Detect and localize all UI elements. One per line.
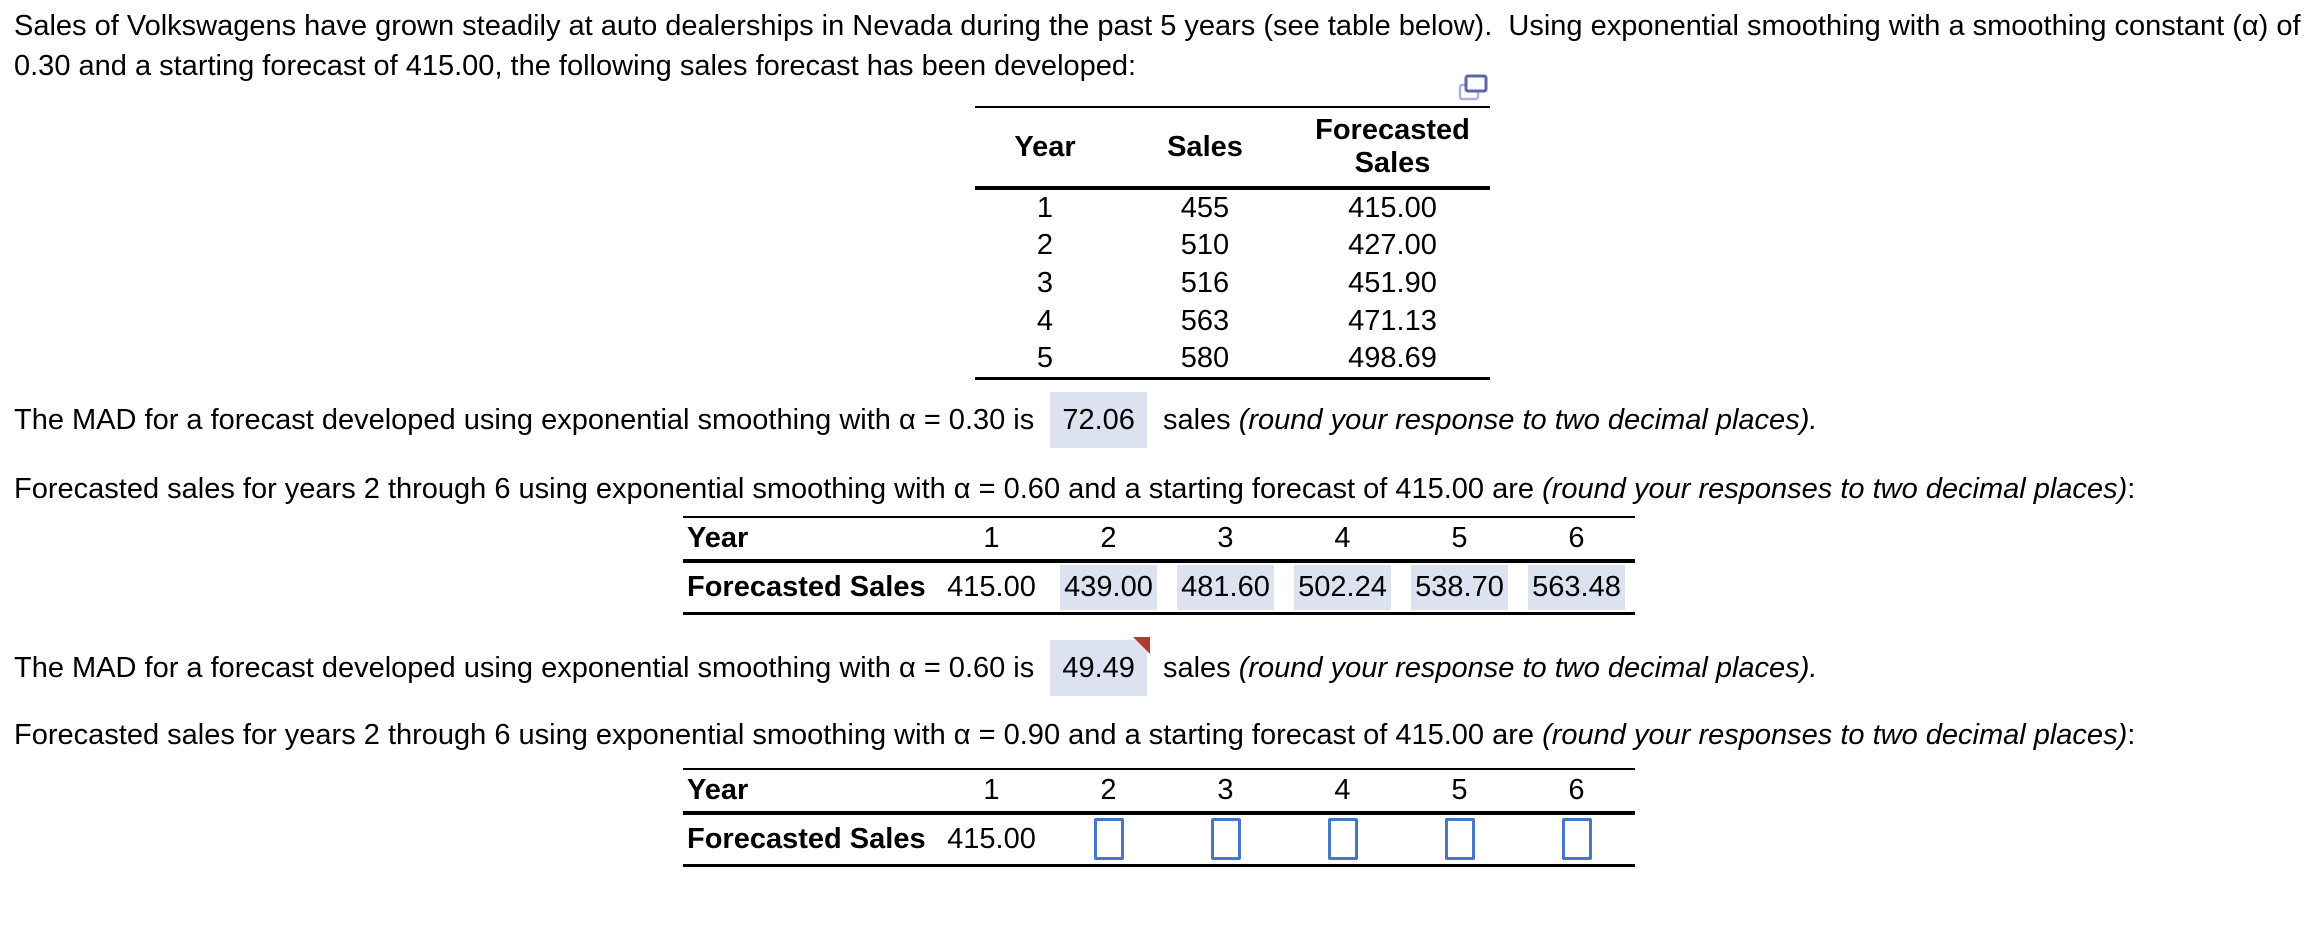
forecast-row-label: Forecasted Sales [687, 822, 926, 855]
year-cell: 2 [1050, 517, 1167, 563]
mad-060-text: The MAD for a forecast developed using e… [14, 652, 1035, 684]
answer-box[interactable]: 538.70 [1411, 564, 1508, 610]
mad-030-sentence: The MAD for a forecast developed using e… [14, 392, 2314, 448]
mad-060-sentence: The MAD for a forecast developed using e… [14, 637, 2314, 696]
year-cell: 5 [1401, 517, 1518, 563]
alpha-090-lead: Forecasted sales for years 2 through 6 u… [14, 712, 2314, 758]
alpha-090-table: Year 1 2 3 4 5 6 Forecasted Sales 415.00 [683, 768, 1635, 867]
alpha-060-table: Year 1 2 3 4 5 6 Forecasted Sales 415.00… [683, 516, 1635, 615]
alpha-060-lead-text: Forecasted sales for years 2 through 6 u… [14, 473, 1535, 505]
year-cell: 1 [1036, 191, 1054, 224]
alpha-090-table-wrap: Year 1 2 3 4 5 6 Forecasted Sales 415.00 [683, 768, 1635, 867]
mad-030-units: sales [1162, 404, 1231, 436]
alpha-090-colon: : [2127, 719, 2136, 751]
table-row: 3 516 451.90 [975, 264, 1490, 302]
col-header-sales: Sales [1115, 107, 1295, 190]
alpha-060-colon: : [2127, 473, 2136, 505]
year-row-label: Year [683, 517, 933, 563]
answer-input-year-2[interactable] [1093, 818, 1124, 861]
answer-box[interactable]: 563.48 [1528, 564, 1625, 610]
forecast-base-cell: 415.00 [947, 822, 1036, 855]
forecast-cell: 471.13 [1348, 304, 1437, 337]
forecast-input-cell [1284, 813, 1401, 865]
table-row: 5 580 498.69 [975, 340, 1490, 378]
mad-030-value: 72.06 [1062, 404, 1135, 436]
mad-060-units: sales [1162, 652, 1231, 684]
sales-cell: 563 [1180, 304, 1230, 337]
year-cell: 1 [933, 769, 1050, 815]
forecast-cell: 451.90 [1348, 266, 1437, 299]
answer-box[interactable]: 502.24 [1294, 564, 1391, 610]
col-header-forecasted-sales: Forecasted Sales [1295, 107, 1490, 190]
forecast-values-row: Forecasted Sales 415.00 439.00 481.60 50… [683, 561, 1635, 613]
forecast-answer-cell: 502.24 [1284, 561, 1401, 613]
year-cell: 6 [1518, 769, 1635, 815]
duplicate-window-icon [1458, 74, 1488, 101]
alpha-090-note: (round your responses to two decimal pla… [1542, 719, 2128, 751]
year-cell: 2 [1050, 769, 1167, 815]
year-cell: 4 [1036, 304, 1054, 337]
forecast-answer-cell: 439.00 [1050, 561, 1167, 613]
year-cell: 3 [1167, 769, 1284, 815]
forecast-row-label: Forecasted Sales [687, 570, 926, 603]
col-header-year: Year [975, 107, 1115, 190]
mad-060-answer-box[interactable]: 49.49 [1050, 637, 1150, 696]
copy-table-icon[interactable] [1455, 71, 1491, 107]
year-cell: 2 [1036, 228, 1054, 261]
table-row: 2 510 427.00 [975, 226, 1490, 264]
alpha-060-lead: Forecasted sales for years 2 through 6 u… [14, 466, 2314, 512]
sales-cell: 455 [1180, 191, 1230, 224]
forecast-input-cell [1401, 813, 1518, 865]
answer-input-year-4[interactable] [1327, 818, 1358, 861]
year-cell: 1 [933, 517, 1050, 563]
forecast-cell: 427.00 [1348, 228, 1437, 261]
year-cell: 4 [1284, 769, 1401, 815]
sales-history-table: Year Sales Forecasted Sales 1 455 415.00… [975, 106, 1490, 380]
alpha-090-lead-text: Forecasted sales for years 2 through 6 u… [14, 719, 1535, 751]
answer-box[interactable]: 481.60 [1177, 564, 1274, 610]
sales-cell: 516 [1180, 266, 1230, 299]
forecast-input-cell [1518, 813, 1635, 865]
forecast-cell: 415.00 [1348, 191, 1437, 224]
sales-cell: 510 [1180, 228, 1230, 261]
year-cell: 3 [1036, 266, 1054, 299]
mad-030-answer-box[interactable]: 72.06 [1050, 392, 1147, 448]
forecast-answer-cell: 563.48 [1518, 561, 1635, 613]
year-cell: 6 [1518, 517, 1635, 563]
table-row: 1 455 415.00 [975, 188, 1490, 226]
forecast-values-row: Forecasted Sales 415.00 [683, 813, 1635, 865]
incorrect-flag-icon [1132, 637, 1150, 654]
forecast-answer-cell: 538.70 [1401, 561, 1518, 613]
alpha-060-table-wrap: Year 1 2 3 4 5 6 Forecasted Sales 415.00… [683, 516, 1635, 615]
forecast-input-cell [1167, 813, 1284, 865]
year-header-row: Year 1 2 3 4 5 6 [683, 517, 1635, 563]
answer-input-year-5[interactable] [1444, 818, 1475, 861]
mad-060-value: 49.49 [1062, 652, 1135, 684]
year-cell: 5 [1401, 769, 1518, 815]
problem-statement: Sales of Volkswagens have grown steadily… [14, 10, 2301, 82]
forecast-base-cell: 415.00 [947, 570, 1036, 603]
year-cell: 5 [1036, 341, 1054, 374]
answer-input-year-3[interactable] [1210, 818, 1241, 861]
year-cell: 4 [1284, 517, 1401, 563]
answer-box[interactable]: 439.00 [1060, 564, 1157, 610]
table-row: 4 563 471.13 [975, 302, 1490, 340]
mad-030-text: The MAD for a forecast developed using e… [14, 404, 1035, 436]
header-row: Year Sales Forecasted Sales [975, 107, 1490, 190]
forecast-answer-cell: 481.60 [1167, 561, 1284, 613]
year-header-row: Year 1 2 3 4 5 6 [683, 769, 1635, 815]
forecast-input-cell [1050, 813, 1167, 865]
year-cell: 3 [1167, 517, 1284, 563]
mad-060-note: (round your response to two decimal plac… [1238, 652, 1818, 684]
sales-cell: 580 [1180, 341, 1230, 374]
year-row-label: Year [683, 769, 933, 815]
mad-030-note: (round your response to two decimal plac… [1238, 404, 1818, 436]
alpha-060-note: (round your responses to two decimal pla… [1542, 473, 2128, 505]
sales-history-table-wrap: Year Sales Forecasted Sales 1 455 415.00… [975, 106, 1490, 380]
answer-input-year-6[interactable] [1561, 818, 1592, 861]
forecast-cell: 498.69 [1348, 341, 1437, 374]
